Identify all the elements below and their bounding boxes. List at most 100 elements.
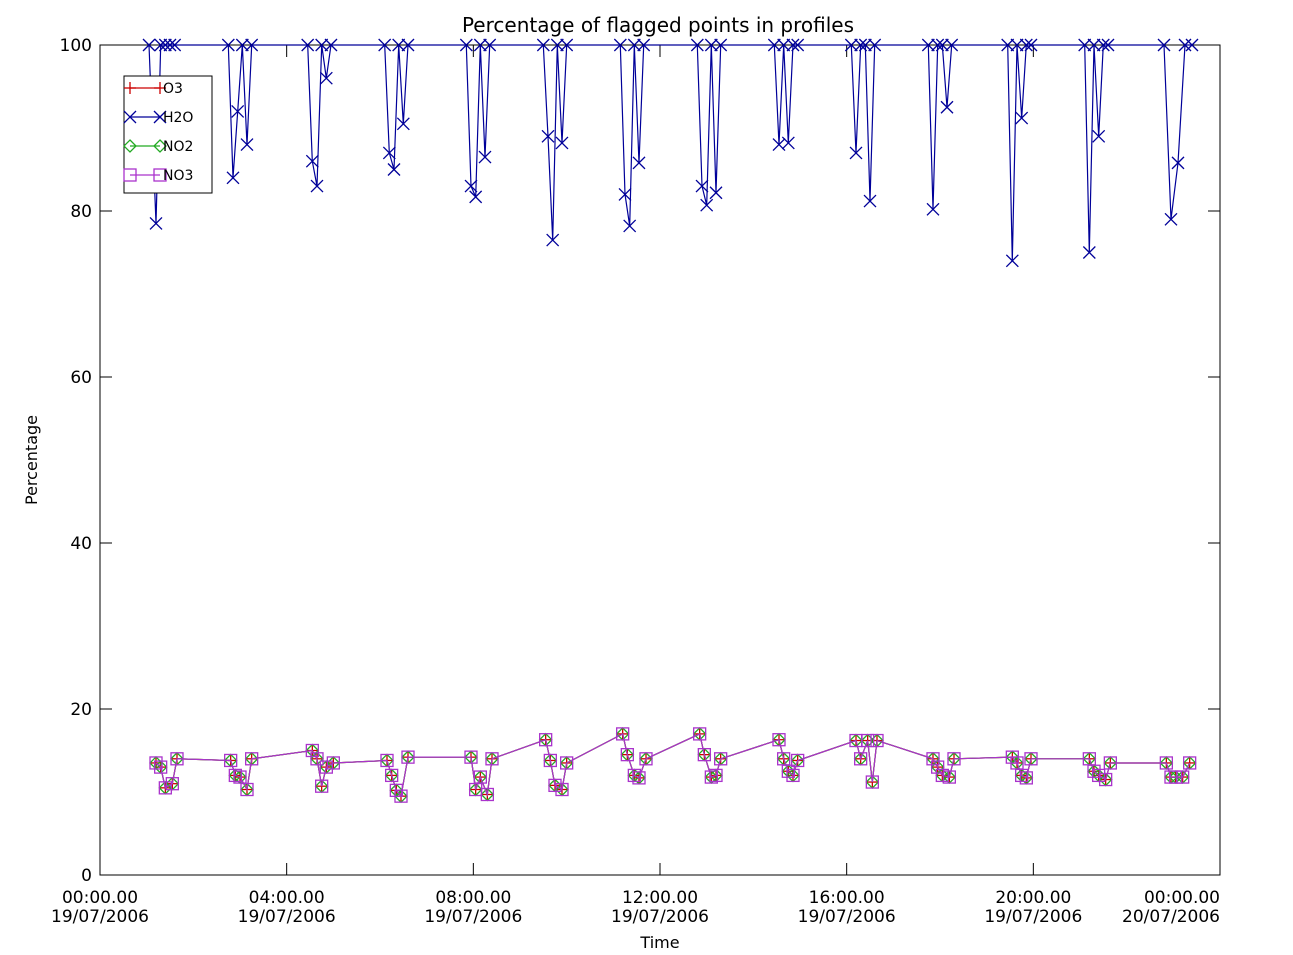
series-h2o-point	[618, 187, 632, 201]
series-no3-point	[228, 768, 242, 783]
series-no3-point	[401, 750, 415, 764]
legend-marker-no2	[153, 139, 167, 153]
series-no3-point	[861, 733, 875, 748]
series-no3-point	[632, 771, 646, 785]
y-tick-label: 80	[70, 202, 92, 222]
series-no3-point	[555, 782, 569, 797]
series-h2o-point-b	[396, 117, 410, 131]
legend-item-o3: O3	[124, 81, 183, 97]
series-h2o-point	[690, 38, 704, 52]
series-h2o-point-b	[1157, 38, 1171, 52]
series-no3-point	[315, 779, 329, 793]
series-h2o-point-b	[623, 219, 637, 233]
series-h2o-point-b	[1005, 254, 1019, 268]
x-tick-label-time: 00:00.00	[62, 888, 138, 908]
series-h2o-point-b	[392, 38, 406, 52]
series-h2o-point-b	[319, 71, 333, 85]
series-no3-point	[926, 752, 940, 766]
series-h2o-point-b	[777, 38, 791, 52]
series-h2o-point	[396, 117, 410, 131]
chart-title: Percentage of flagged points in profiles	[462, 13, 854, 37]
series-h2o-point	[1185, 38, 1199, 52]
series-h2o-point-b	[709, 186, 723, 200]
x-tick-label-time: 20:00.00	[995, 888, 1071, 908]
series-h2o-point-b	[637, 38, 651, 52]
series-no3-point	[616, 727, 630, 741]
series-no3-point	[473, 770, 487, 784]
series-h2o-point-b	[245, 38, 259, 52]
series-h2o-point-b	[714, 38, 728, 52]
series-h2o-point	[319, 71, 333, 85]
x-tick-label-date: 19/07/2006	[984, 907, 1082, 927]
series-h2o-point	[623, 219, 637, 233]
series-no3-point	[305, 743, 319, 758]
series-no3-point	[1087, 764, 1101, 778]
series-no3-point	[704, 770, 718, 784]
series-h2o-point-b	[632, 156, 646, 170]
series-h2o-point-b	[1087, 38, 1101, 52]
series-h2o-point	[1005, 254, 1019, 268]
series-h2o-point-b	[546, 233, 560, 247]
series-no3-point	[1183, 756, 1197, 770]
series-h2o-point	[245, 38, 259, 52]
series-h2o-point-b	[168, 38, 182, 52]
series-no3-point	[165, 777, 179, 791]
series-h2o-point-b	[854, 38, 868, 52]
series-no3-point	[697, 748, 711, 762]
series-h2o-point-b	[478, 150, 492, 164]
series-h2o-point-b	[226, 171, 240, 185]
series-no3-point	[149, 756, 163, 770]
series-h2o-point-b	[231, 104, 245, 118]
series-h2o-point-b	[858, 38, 872, 52]
series-h2o-point	[1082, 246, 1096, 259]
series-h2o-point-b	[786, 38, 800, 52]
series-no3-point	[1103, 756, 1117, 770]
series-no3-point	[1024, 752, 1038, 766]
series-h2o-point	[226, 171, 240, 185]
series-no3-point	[935, 768, 949, 783]
series-h2o-point	[387, 163, 401, 176]
series-h2o-point-b	[324, 38, 338, 52]
legend-marker-h2o	[123, 110, 137, 124]
series-h2o-point-b	[1019, 38, 1033, 52]
series-h2o-point	[1171, 156, 1185, 170]
series-h2o-point-b	[154, 38, 168, 52]
y-tick-label: 0	[81, 866, 92, 886]
series-h2o-point-b	[473, 38, 487, 52]
series-h2o-point-b	[149, 216, 163, 230]
series-h2o-point-b	[1024, 38, 1038, 52]
series-h2o-point	[1087, 38, 1101, 52]
x-tick-label-date: 20/07/2006	[1122, 907, 1220, 927]
series-h2o-point	[844, 38, 858, 52]
series-h2o-point-b	[863, 194, 877, 208]
x-tick-label-date: 19/07/2006	[611, 907, 709, 927]
series-layer	[142, 38, 1199, 804]
series-h2o-point-b	[240, 138, 254, 152]
series-h2o-point-b	[536, 38, 550, 52]
series-no3-point	[480, 787, 494, 802]
series-no3-point	[772, 733, 786, 747]
legend-item-no2: NO2	[123, 139, 193, 155]
series-no3-point	[1015, 768, 1029, 783]
series-h2o-point	[301, 38, 315, 52]
x-tick-label-date: 19/07/2006	[238, 907, 336, 927]
series-h2o-point-b	[221, 38, 235, 52]
series-h2o-point	[777, 38, 791, 52]
series-h2o-point-b	[772, 138, 786, 152]
series-no3-point	[865, 775, 879, 789]
series-no3-point	[548, 778, 562, 793]
series-h2o-point-b	[387, 163, 401, 176]
legend-item-h2o: H2O	[123, 110, 193, 126]
series-h2o-point-b	[921, 38, 935, 52]
series-h2o-point-b	[1185, 38, 1199, 52]
series-no3-point	[709, 768, 723, 783]
series-h2o-point	[231, 104, 245, 118]
x-tick-label-date: 19/07/2006	[51, 907, 149, 927]
series-no3-point	[1099, 772, 1113, 787]
series-h2o-point	[473, 38, 487, 52]
series-h2o-point	[921, 38, 935, 52]
series-h2o-point	[305, 154, 319, 168]
series-h2o-point	[392, 38, 406, 52]
series-h2o-point-b	[401, 38, 415, 52]
series-h2o-point-b	[618, 187, 632, 201]
